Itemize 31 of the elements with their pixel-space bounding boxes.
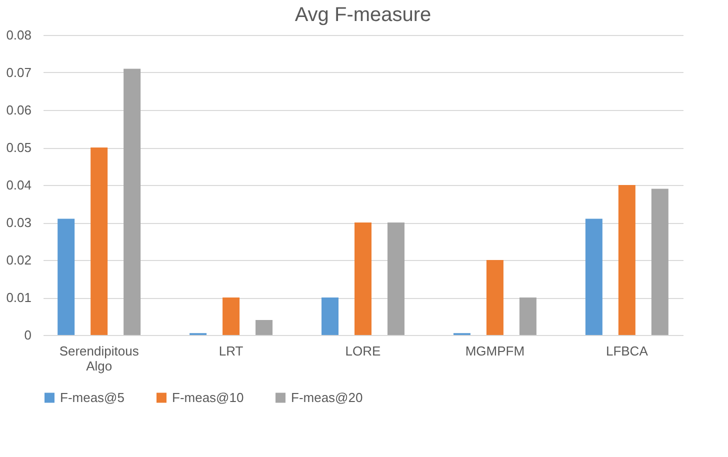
x-tick-label: LFBCA: [606, 344, 648, 358]
legend-label: F-meas@10: [172, 390, 244, 405]
bar: [322, 298, 339, 335]
chart-title: Avg F-measure: [294, 4, 432, 26]
bar: [90, 148, 108, 335]
bar: [486, 260, 504, 335]
y-tick-label: 0.05: [6, 140, 32, 155]
legend-label: F-meas@5: [60, 390, 124, 405]
bar: [519, 298, 536, 335]
bar: [387, 222, 404, 335]
y-tick-label: 0.08: [6, 28, 32, 42]
x-tick-label: Serendipitous Algo: [59, 344, 140, 374]
bar: [651, 188, 668, 335]
y-tick-label: 0.01: [6, 290, 32, 305]
bar: [585, 218, 602, 335]
y-tick-label: 0.03: [6, 215, 32, 230]
bar: [58, 218, 75, 335]
bar: [222, 298, 240, 335]
bar: [124, 68, 141, 335]
x-tick-label: LORE: [345, 344, 382, 358]
bar: [256, 320, 273, 335]
y-tick-label: 0: [24, 328, 32, 342]
x-tick-label: MGMPFM: [465, 344, 525, 358]
y-tick-label: 0.06: [6, 102, 32, 118]
bar: [354, 222, 372, 335]
y-tick-label: 0.02: [6, 252, 32, 268]
legend-label: F-meas@20: [291, 390, 363, 405]
y-tick-label: 0.04: [6, 178, 32, 192]
bar: [618, 185, 636, 335]
y-tick-label: 0.07: [6, 65, 32, 80]
x-tick-label: LRT: [218, 344, 244, 358]
